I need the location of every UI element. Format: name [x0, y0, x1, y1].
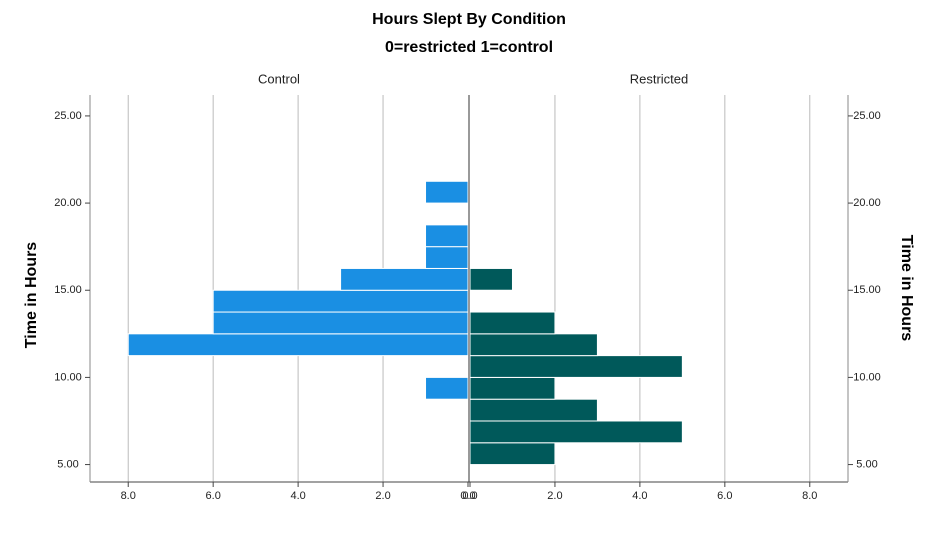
y-tick-label: 5.00: [856, 458, 877, 470]
y-tick-label: 15.00: [54, 284, 82, 296]
bar: [212, 311, 469, 335]
x-tick-label: 2.0: [375, 490, 390, 502]
bar: [469, 420, 683, 444]
y-tick-label: 25.00: [853, 110, 881, 122]
bar: [469, 311, 556, 335]
y-tick-label: 15.00: [853, 284, 881, 296]
bar: [425, 376, 469, 400]
y-tick-label: 10.00: [853, 371, 881, 383]
y-tick-label: 10.00: [54, 371, 82, 383]
chart-title: Hours Slept By Condition: [372, 11, 566, 28]
bar: [425, 224, 469, 248]
bar: [127, 333, 469, 357]
y-tick-label: 20.00: [54, 197, 82, 209]
x-tick-label: 4.0: [290, 490, 305, 502]
panel-label: Restricted: [630, 71, 689, 86]
bar: [340, 267, 469, 291]
bar: [469, 355, 683, 378]
bar: [212, 289, 469, 313]
bar: [469, 398, 598, 422]
x-tick-label: 6.0: [717, 490, 732, 502]
bar: [425, 246, 469, 269]
chart-subtitle: 0=restricted 1=control: [385, 39, 553, 56]
bar: [425, 180, 469, 204]
y-axis-label: Time in Hours: [898, 235, 915, 341]
x-tick-label: 6.0: [206, 490, 221, 502]
x-tick-label: 8.0: [121, 490, 136, 502]
bar: [469, 333, 598, 357]
y-tick-label: 20.00: [853, 197, 881, 209]
bar: [469, 267, 513, 291]
bar: [469, 376, 556, 400]
x-tick-label: 8.0: [802, 490, 817, 502]
bar: [469, 442, 556, 466]
y-tick-label: 25.00: [54, 110, 82, 122]
x-tick-label: 0.0: [462, 490, 477, 502]
x-tick-label: 2.0: [547, 490, 562, 502]
panel-label: Control: [258, 71, 300, 86]
y-tick-label: 5.00: [57, 458, 78, 470]
y-axis-label: Time in Hours: [23, 242, 40, 348]
x-tick-label: 4.0: [632, 490, 647, 502]
x-tick-label: 0.0: [460, 490, 475, 502]
